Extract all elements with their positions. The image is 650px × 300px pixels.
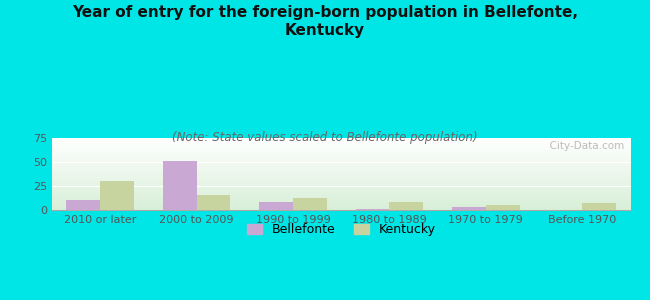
- Text: Year of entry for the foreign-born population in Bellefonte,
Kentucky: Year of entry for the foreign-born popul…: [72, 4, 578, 38]
- Bar: [163, 161, 196, 210]
- Text: (Note: State values scaled to Bellefonte population): (Note: State values scaled to Bellefonte…: [172, 130, 478, 143]
- Bar: [66, 200, 100, 210]
- Bar: [356, 209, 389, 210]
- Legend: Bellefonte, Kentucky: Bellefonte, Kentucky: [242, 218, 441, 241]
- Bar: [389, 202, 423, 210]
- Bar: [259, 202, 293, 210]
- Bar: [582, 203, 616, 210]
- Bar: [486, 205, 519, 210]
- Bar: [293, 199, 327, 210]
- Text: City-Data.com: City-Data.com: [543, 141, 625, 151]
- Bar: [452, 207, 486, 210]
- Bar: [196, 195, 230, 210]
- Bar: [100, 181, 134, 210]
